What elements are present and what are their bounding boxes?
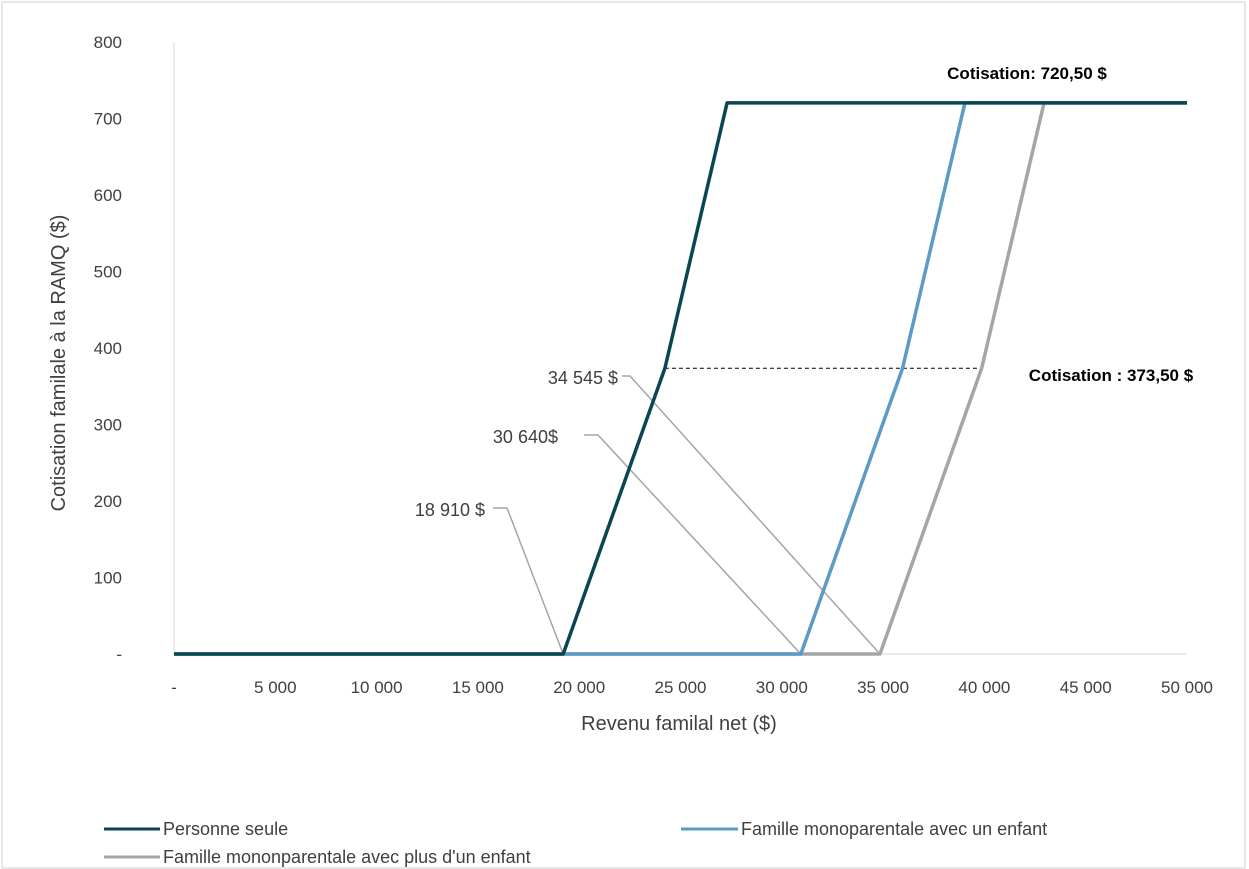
x-tick-label: 50 000 (1161, 678, 1213, 697)
y-tick-label: 500 (94, 263, 122, 282)
annotation-leaders (493, 375, 881, 655)
legend-item-famille-un-enfant[interactable]: Famille monoparentale avec un enfant (681, 819, 1047, 839)
annotation-label-18910: 18 910 $ (415, 500, 485, 520)
x-tick-labels: - 5 000 10 000 15 000 20 000 25 000 30 000 35 0… (171, 678, 1213, 697)
annotation-mid-contribution: Cotisation : 373,50 $ (1029, 366, 1194, 385)
y-tick-labels: - 100 200 300 400 500 600 700 800 (94, 33, 122, 664)
y-tick-label: 200 (94, 492, 122, 511)
x-tick-label: 20 000 (553, 678, 605, 697)
series-line-personne-seule[interactable] (174, 101, 1187, 656)
x-tick-label: 10 000 (351, 678, 403, 697)
x-tick-label: 25 000 (655, 678, 707, 697)
x-tick-label: 15 000 (452, 678, 504, 697)
legend-item-personne-seule[interactable]: Personne seule (104, 819, 288, 839)
y-tick-label: 600 (94, 186, 122, 205)
annotation-max-contribution: Cotisation: 720,50 $ (947, 64, 1107, 83)
y-tick-label: 300 (94, 416, 122, 435)
x-tick-label: 45 000 (1060, 678, 1112, 697)
x-tick-label: - (171, 678, 177, 697)
annotation-label-30640: 30 640$ (493, 427, 558, 447)
series-lines (174, 101, 1187, 656)
y-tick-label: - (116, 645, 122, 664)
y-tick-label: 800 (94, 33, 122, 52)
legend-item-famille-plus-un-enfant[interactable]: Famille mononparentale avec plus d'un en… (104, 847, 531, 867)
y-axis-title: Cotisation familale à la RAMQ ($) (48, 215, 70, 512)
annotation-label-34545: 34 545 $ (548, 368, 618, 388)
legend-label-personne-seule: Personne seule (163, 819, 288, 839)
legend-label-famille-un-enfant: Famille monoparentale avec un enfant (741, 819, 1047, 839)
x-axis-title: Revenu familal net ($) (581, 713, 777, 735)
leader-18910 (493, 507, 564, 655)
y-tick-label: 100 (94, 569, 122, 588)
legend: Personne seule Famille monoparentale ave… (104, 819, 1047, 867)
x-tick-label: 30 000 (756, 678, 808, 697)
x-tick-label: 35 000 (857, 678, 909, 697)
leader-30640 (584, 434, 802, 655)
leader-34545 (622, 375, 881, 655)
x-tick-label: 40 000 (958, 678, 1010, 697)
x-tick-label: 5 000 (254, 678, 297, 697)
y-tick-label: 700 (94, 110, 122, 129)
legend-label-famille-plus-un-enfant: Famille mononparentale avec plus d'un en… (163, 847, 531, 867)
y-tick-label: 400 (94, 339, 122, 358)
